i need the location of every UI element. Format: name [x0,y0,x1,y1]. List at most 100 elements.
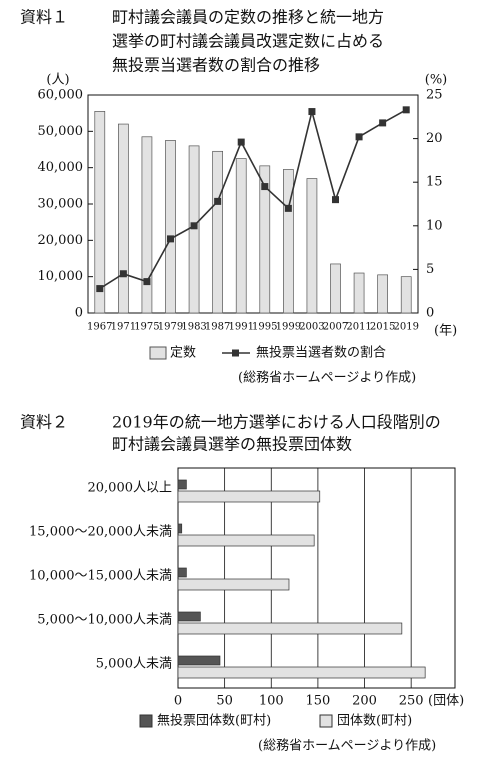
y-tick-label: 20,000 [38,233,84,248]
line-marker [379,119,387,127]
x-tick-label: 1991 [228,322,253,333]
y-tick-label: 20,000人以上 [88,481,173,496]
legend-swatch [319,714,333,728]
plot-frame [87,94,419,314]
bar [330,263,341,314]
bar [177,567,187,578]
line-marker [143,278,151,286]
y-tick-label: 5,000～10,000人未満 [37,613,172,628]
bar [177,479,187,490]
chart-title: 町村議会議員の定数の推移と統一地方 [112,8,384,27]
x-tick-label: 1971 [111,322,136,333]
bar [177,622,403,635]
x-tick-label: 150 [305,694,330,709]
line-marker [96,285,104,293]
x-tick-label: 1995 [252,322,277,333]
bar [259,165,271,314]
bar [306,178,318,314]
line-marker [237,138,245,146]
x-tick-label: 1967 [87,322,112,333]
line-marker [167,235,174,243]
x-tick-label: 0 [174,694,182,709]
y-tick-label: 40,000 [38,160,84,175]
x-tick-label: 250 [399,694,424,709]
plot-frame [177,467,456,689]
chart-title: 2019年の統一地方選挙における人口段階別の [112,413,441,432]
line-marker [214,197,222,205]
bar [165,140,176,314]
y2-tick-label: 10 [426,218,443,233]
y2-tick-label: 0 [426,306,434,321]
y-tick-label: 5,000人未満 [96,657,172,672]
x-tick-label: 2007 [323,322,348,333]
figure-label: 資料１ [20,8,68,27]
bar [235,158,247,314]
line-marker [332,196,339,204]
y2-tick-label: 5 [426,262,434,277]
bar [118,123,129,314]
y-tick-label: 50,000 [38,124,84,139]
x-tick-label: 100 [259,694,284,709]
bar [400,276,412,314]
x-tick-label: 1999 [276,322,301,333]
y-tick-label: 10,000～15,000人未満 [29,569,172,584]
y2-tick-label: 15 [426,175,443,190]
y-tick-label: 0 [75,306,83,321]
bar [177,523,183,534]
bar [94,110,106,314]
bar [212,150,223,314]
x-tick-label: 1979 [158,322,183,333]
line-marker [119,270,127,278]
source-note: (総務省ホームページより作成) [258,739,436,754]
y2-tick-label: 20 [426,131,443,146]
y-tick-label: 15,000～20,000人未満 [29,525,172,540]
x-tick-label: 1975 [134,322,159,333]
line-marker [261,183,269,191]
x-tick-label: 1983 [181,322,206,333]
x-tick-label: 50 [216,694,233,709]
line-marker [355,133,363,141]
x-axis-unit: (団体) [428,694,464,709]
x-tick-label: 1987 [205,322,230,333]
source-note: (総務省ホームページより作成) [238,371,416,386]
bar [177,655,221,666]
bar [177,534,315,547]
legend-marker [232,349,239,357]
legend-label: 無投票当選者数の割合 [256,345,386,361]
line-marker [190,222,198,230]
y-tick-label: 60,000 [38,88,84,103]
x-axis-unit: (年) [434,324,457,339]
legend-swatch [139,714,153,728]
legend-label: 無投票団体数(町村) [157,713,271,729]
y-tick-label: 10,000 [38,269,84,284]
figure-label: 資料２ [20,413,68,432]
bar [141,136,153,314]
x-tick-label: 200 [352,694,377,709]
line [99,109,407,290]
y-tick-label: 30,000 [38,197,84,212]
x-tick-label: 2011 [346,322,371,333]
chart-title: 無投票当選者数の割合の推移 [112,56,320,75]
legend-label: 定数 [170,346,196,361]
line-marker [402,106,410,114]
chart-title: 選挙の町村議会議員改選定数に占める [112,32,384,51]
y2-tick-label: 25 [426,88,443,103]
x-tick-label: 2003 [299,322,324,333]
bar [283,169,294,314]
bar [188,145,200,314]
bar [177,578,290,591]
legend-swatch [149,346,167,360]
legend-label: 団体数(町村) [337,714,412,729]
bar [177,490,321,503]
line-marker [284,204,292,212]
y-axis-unit: (人) [46,73,69,88]
x-tick-label: 2015 [370,322,395,333]
chart-title: 町村議会議員選挙の無投票団体数 [112,435,352,454]
bar [377,274,388,314]
line-marker [308,108,316,116]
bar [177,611,201,622]
bar [353,272,365,314]
bar [177,666,426,679]
y2-axis-unit: (%) [425,73,448,88]
